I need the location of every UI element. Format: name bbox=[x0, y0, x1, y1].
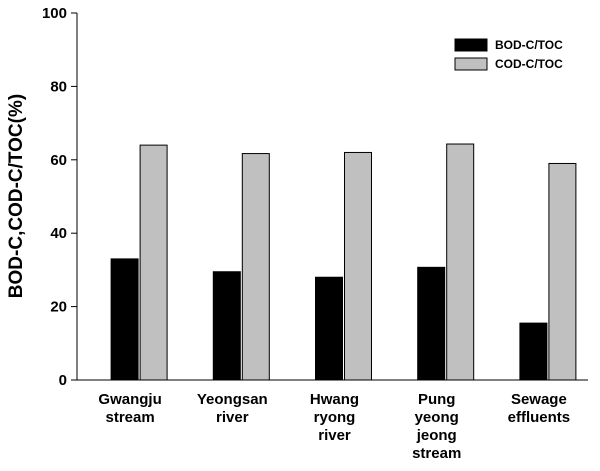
bar-bod-0 bbox=[110, 258, 139, 381]
x-category-label: Sewage effluents bbox=[508, 391, 571, 426]
y-ticks: 0 20 40 60 80 100 bbox=[42, 5, 77, 389]
legend-swatch bbox=[454, 38, 488, 52]
bar-bod-3 bbox=[417, 266, 446, 381]
y-tick-label: 0 bbox=[59, 372, 67, 389]
x-category-label: Pung yeong jeong stream bbox=[412, 391, 461, 462]
y-axis-label: BOD-C,COD-C/TOC(%) bbox=[6, 94, 27, 298]
y-tick-label: 20 bbox=[50, 299, 67, 316]
legend-swatch bbox=[454, 57, 488, 71]
y-tick-label: 100 bbox=[42, 5, 67, 22]
bar-cod-0 bbox=[139, 144, 168, 381]
bar-bod-1 bbox=[212, 271, 241, 381]
legend: BOD-C/TOC COD-C/TOC bbox=[454, 38, 563, 71]
bar-bod-4 bbox=[519, 322, 548, 381]
x-category-label: Yeongsan river bbox=[197, 391, 268, 426]
bar-cod-2 bbox=[344, 151, 372, 381]
y-tick-label: 60 bbox=[50, 152, 67, 169]
bar-cod-1 bbox=[241, 153, 270, 381]
legend-label: COD-C/TOC bbox=[495, 57, 563, 71]
bars bbox=[110, 143, 577, 381]
bar-cod-4 bbox=[548, 162, 577, 381]
legend-label: BOD-C/TOC bbox=[495, 38, 563, 52]
y-tick-label: 40 bbox=[50, 225, 67, 242]
x-category-label: Hwang ryong river bbox=[310, 391, 359, 444]
x-category-label: Gwangju stream bbox=[98, 391, 161, 426]
bar-bod-2 bbox=[315, 276, 343, 381]
x-categories: Gwangju stream Yeongsan river Hwang ryong rive… bbox=[98, 391, 570, 462]
y-tick-label: 80 bbox=[50, 78, 67, 95]
bar-cod-3 bbox=[446, 143, 475, 381]
